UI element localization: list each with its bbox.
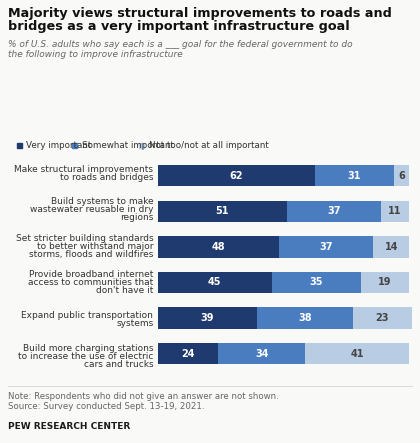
Bar — [279, 236, 373, 257]
Text: Set stricter building standards: Set stricter building standards — [16, 234, 153, 243]
Text: 38: 38 — [298, 313, 312, 323]
Text: Build systems to make: Build systems to make — [51, 198, 153, 206]
Bar — [353, 307, 412, 329]
Text: to increase the use of electric: to increase the use of electric — [18, 352, 153, 361]
Text: 34: 34 — [255, 349, 268, 359]
Text: Somewhat important: Somewhat important — [81, 141, 173, 150]
Text: 31: 31 — [348, 171, 361, 181]
Bar — [158, 307, 257, 329]
Text: PEW RESEARCH CENTER: PEW RESEARCH CENTER — [8, 422, 131, 431]
Text: 23: 23 — [375, 313, 389, 323]
Bar — [381, 201, 409, 222]
Text: Majority views structural improvements to roads and: Majority views structural improvements t… — [8, 7, 392, 19]
Text: 45: 45 — [208, 277, 221, 288]
Text: 62: 62 — [229, 171, 243, 181]
Text: 24: 24 — [181, 349, 195, 359]
Text: Not too/not at all important: Not too/not at all important — [149, 141, 268, 150]
Text: bridges as a very important infrastructure goal: bridges as a very important infrastructu… — [8, 20, 350, 33]
Text: Provide broadband internet: Provide broadband internet — [29, 271, 153, 280]
Bar — [158, 272, 272, 293]
Text: 51: 51 — [215, 206, 229, 216]
Bar — [315, 165, 394, 187]
Text: 11: 11 — [388, 206, 402, 216]
Text: 48: 48 — [212, 242, 225, 252]
Bar — [158, 236, 279, 257]
Text: Note: Respondents who did not give an answer are not shown.
Source: Survey condu: Note: Respondents who did not give an an… — [8, 392, 279, 412]
Text: Expand public transportation: Expand public transportation — [21, 311, 153, 320]
Bar — [394, 165, 409, 187]
Text: 37: 37 — [320, 242, 333, 252]
Text: to roads and bridges: to roads and bridges — [60, 173, 153, 182]
Text: Very important: Very important — [26, 141, 91, 150]
Text: storms, floods and wildfires: storms, floods and wildfires — [29, 250, 153, 259]
Bar — [272, 272, 361, 293]
Text: 41: 41 — [350, 349, 364, 359]
Bar — [158, 201, 287, 222]
Text: % of U.S. adults who say each is a ___ goal for the federal government to do
the: % of U.S. adults who say each is a ___ g… — [8, 40, 353, 59]
Text: Make structural improvements: Make structural improvements — [14, 165, 153, 174]
Bar — [158, 165, 315, 187]
Text: access to communities that: access to communities that — [28, 279, 153, 288]
Bar — [361, 272, 409, 293]
Text: 6: 6 — [398, 171, 405, 181]
Text: systems: systems — [116, 319, 153, 328]
Bar — [158, 343, 218, 364]
Bar — [373, 236, 409, 257]
Text: cars and trucks: cars and trucks — [84, 360, 153, 369]
Bar — [287, 201, 381, 222]
Bar — [257, 307, 353, 329]
Text: don't have it: don't have it — [96, 287, 153, 295]
Bar — [218, 343, 305, 364]
Text: 37: 37 — [327, 206, 341, 216]
Text: wastewater reusable in dry: wastewater reusable in dry — [30, 206, 153, 214]
Text: 39: 39 — [200, 313, 214, 323]
Text: 19: 19 — [378, 277, 392, 288]
Text: regions: regions — [120, 214, 153, 222]
Text: Build more charging stations: Build more charging stations — [23, 344, 153, 353]
Text: 14: 14 — [385, 242, 398, 252]
Text: 35: 35 — [310, 277, 323, 288]
Bar — [305, 343, 409, 364]
Text: to better withstand major: to better withstand major — [37, 242, 153, 251]
